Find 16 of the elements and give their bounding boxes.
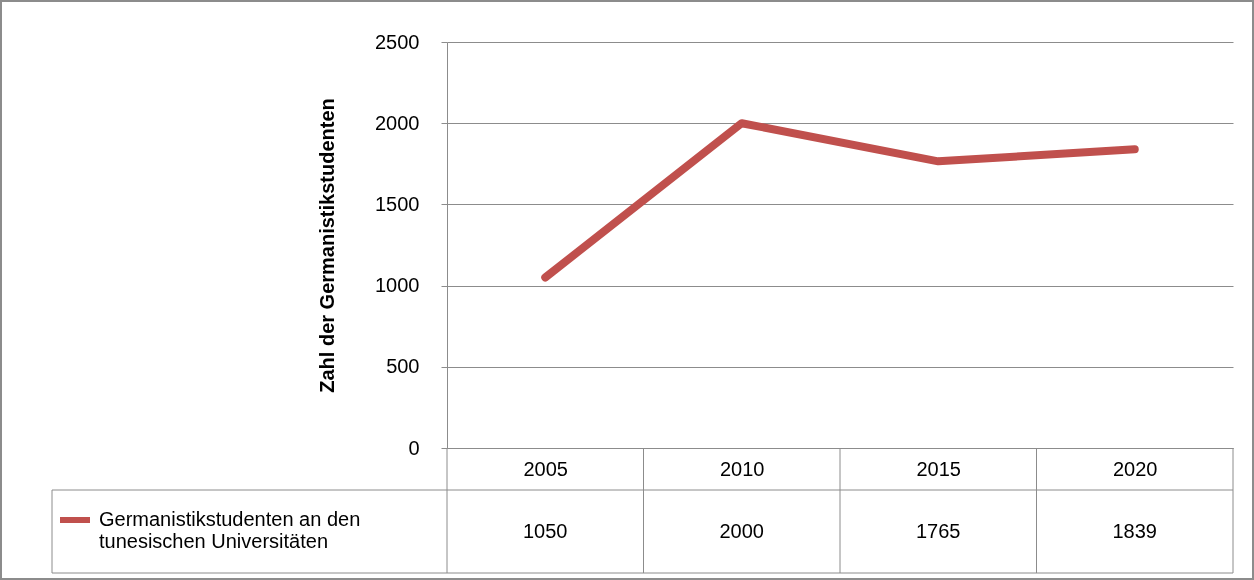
x-tick-label: 2020	[1113, 457, 1158, 480]
y-axis-title: Zahl der Germanistikstudenten	[315, 98, 338, 393]
data-label: 2000	[719, 519, 764, 542]
y-tick-label: 0	[408, 436, 420, 459]
y-tick-label: 1000	[375, 274, 420, 297]
y-tick-label: 2000	[375, 111, 420, 134]
x-tick-label: 2015	[916, 457, 961, 480]
y-tick-label: 500	[386, 355, 420, 378]
x-tick-label: 2005	[523, 457, 568, 480]
x-tick-label: 2010	[720, 457, 765, 480]
data-label: 1839	[1112, 519, 1157, 542]
data-label: 1765	[916, 519, 961, 542]
data-label: 1050	[523, 519, 568, 542]
y-tick-label: 2500	[375, 30, 420, 53]
legend-label: Germanistikstudenten an den tunesischen Universitäten	[99, 508, 361, 552]
y-tick-label: 1500	[375, 192, 420, 215]
